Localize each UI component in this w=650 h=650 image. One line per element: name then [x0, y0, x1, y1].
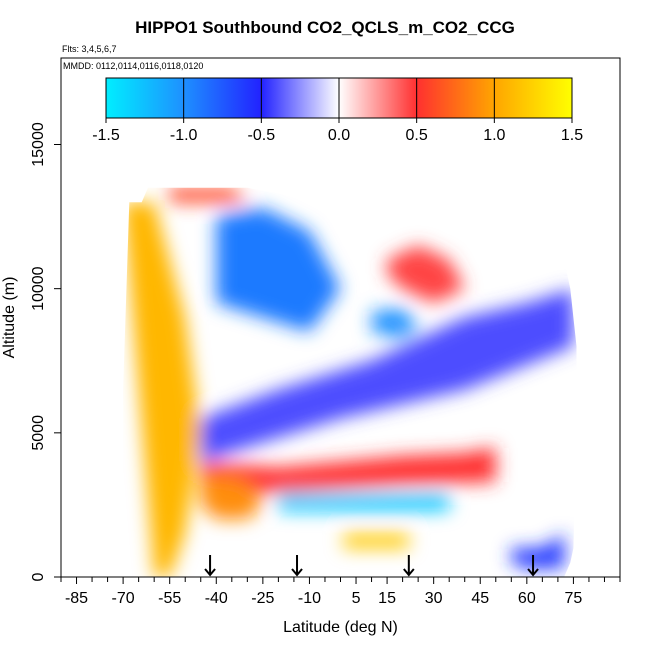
heatmap-region-surface-positive-strip	[343, 533, 409, 549]
heatmap-region-upper-trop-negative-core	[216, 207, 341, 332]
flight-arrow-icon	[403, 555, 415, 577]
colorbar-tick-label: 1.5	[561, 127, 583, 144]
colorbar-tick-label: 1.0	[483, 127, 505, 144]
x-axis-label: Latitude (deg N)	[283, 619, 398, 636]
dates-label: MMDD: 0112,0114,0116,0118,0120	[63, 61, 204, 71]
heatmap-region-tropical-positive-patch	[387, 245, 465, 304]
y-axis-label: Altitude (m)	[1, 277, 18, 359]
flight-arrow-icon	[204, 555, 216, 577]
chart-title: HIPPO1 Southbound CO2_QCLS_m_CO2_CCG	[135, 18, 515, 37]
heatmap-region-northern-surface-negative	[511, 533, 565, 569]
colorbar: -1.5 -1.0 -0.5 0.0 0.5 1.0 1.5	[92, 77, 583, 144]
axes: -85 -70 -55 -40 -25 -10 5 15 30 45 60 75 0 5000 10000 1…	[1, 57, 621, 636]
heatmap-field	[123, 187, 577, 578]
x-tick-label: -25	[251, 590, 274, 607]
colorbar-tick-label: 0.0	[328, 127, 350, 144]
flight-arrow-icon	[291, 555, 303, 577]
heatmap-region-boundary-layer-negative-strip	[278, 493, 450, 511]
x-tick-label: 60	[518, 590, 536, 607]
colorbar-tick-label: -1.0	[170, 127, 198, 144]
heatmap-region-upper-trop-positive-cap	[169, 187, 248, 203]
x-tick-label: -40	[205, 590, 228, 607]
heatmap-region-southern-boundary-layer-positive	[200, 476, 263, 520]
heatmap-region-south-polar-positive-band	[123, 202, 201, 577]
colorbar-tick-label: 0.5	[406, 127, 428, 144]
y-tick-label: 10000	[30, 266, 47, 311]
colorbar-tick-label: -0.5	[248, 127, 276, 144]
x-tick-label: -10	[298, 590, 321, 607]
flight-arrows	[204, 555, 539, 577]
flights-label: Flts: 3,4,5,6,7	[62, 44, 117, 54]
x-tick-label: 75	[565, 590, 583, 607]
heatmap-region-tropical-negative-spot	[371, 308, 419, 338]
x-tick-label: 30	[425, 590, 443, 607]
x-tick-label: 45	[471, 590, 489, 607]
heatmap-region-low-level-positive-band	[200, 447, 496, 494]
heatmap-region-mid-level-negative-band	[200, 288, 574, 462]
y-tick-label: 15000	[30, 122, 47, 167]
flight-arrow-icon	[527, 555, 539, 577]
colorbar-tick-label: -1.5	[92, 127, 120, 144]
x-tick-label: 15	[378, 590, 396, 607]
x-tick-label: 5	[352, 590, 361, 607]
x-tick-label: -70	[112, 590, 135, 607]
x-tick-label: -55	[158, 590, 181, 607]
y-tick-label: 5000	[30, 415, 47, 451]
x-tick-label: -85	[65, 590, 88, 607]
plot-area	[123, 187, 577, 578]
y-tick-label: 0	[30, 572, 47, 581]
